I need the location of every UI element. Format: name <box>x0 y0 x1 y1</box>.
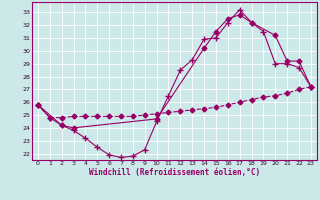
X-axis label: Windchill (Refroidissement éolien,°C): Windchill (Refroidissement éolien,°C) <box>89 168 260 177</box>
